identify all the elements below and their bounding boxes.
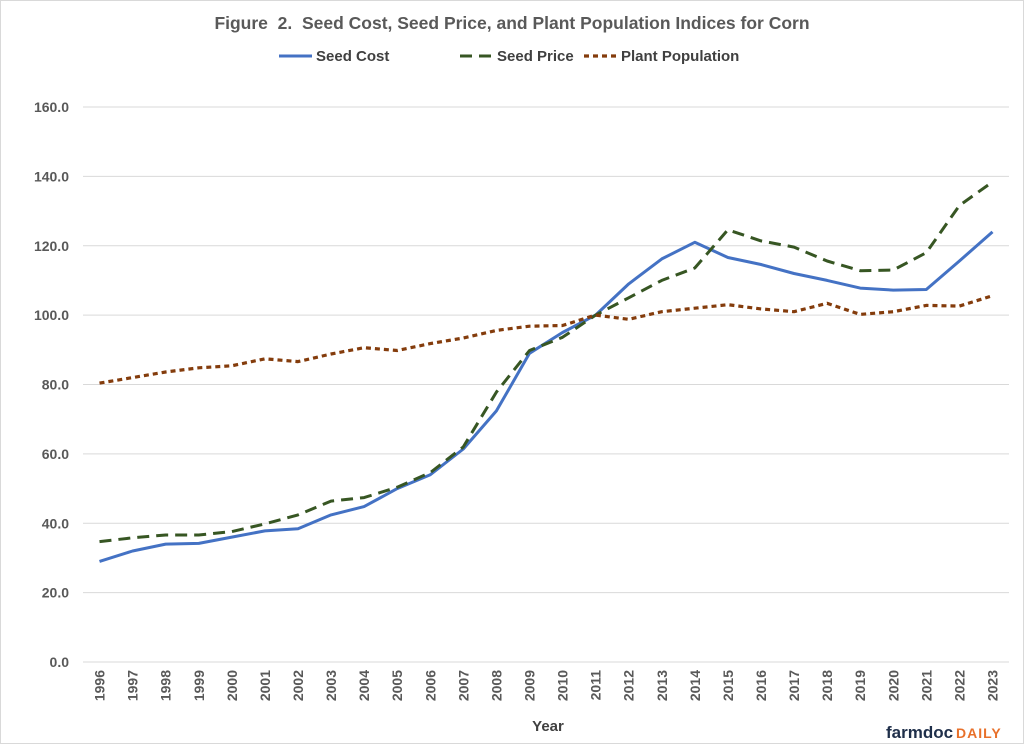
logo-text-farmdoc: farmdoc [886, 723, 953, 742]
x-tick-label: 2000 [224, 670, 240, 701]
x-tick-label: 2008 [488, 670, 504, 701]
x-tick-label: 2019 [852, 670, 868, 701]
legend-label-seed-cost: Seed Cost [316, 48, 389, 65]
x-tick-label: 2009 [521, 670, 537, 701]
y-tick-label: 120.0 [34, 238, 69, 254]
y-tick-label: 80.0 [42, 377, 69, 393]
logo-text-daily: DAILY [956, 725, 1002, 741]
x-tick-label: 2015 [720, 670, 736, 701]
x-tick-label: 2007 [455, 670, 471, 701]
x-tick-label: 2023 [984, 670, 1000, 701]
y-tick-label: 0.0 [50, 654, 70, 670]
x-tick-label: 2018 [819, 670, 835, 701]
legend-label-seed-price: Seed Price [497, 48, 574, 65]
y-tick-label: 100.0 [34, 307, 69, 323]
x-tick-label: 2004 [356, 670, 372, 701]
x-tick-label: 2011 [588, 670, 604, 701]
x-tick-label: 2010 [555, 670, 571, 701]
x-tick-label: 1996 [92, 670, 108, 701]
x-tick-label: 2013 [654, 670, 670, 701]
x-axis-tick-labels: 1996 1997 1998 1999 2000 2001 2002 2003 2004 2005… [92, 670, 1001, 701]
y-tick-label: 160.0 [34, 99, 69, 115]
x-tick-label: 2002 [290, 670, 306, 701]
x-tick-label: 2005 [389, 670, 405, 701]
x-tick-label: 1998 [158, 670, 174, 701]
x-tick-label: 2014 [687, 670, 703, 701]
x-tick-label: 2001 [257, 670, 273, 701]
y-tick-label: 140.0 [34, 168, 69, 184]
y-tick-label: 20.0 [42, 585, 69, 601]
x-tick-label: 2012 [621, 670, 637, 701]
x-tick-label: 2003 [323, 670, 339, 701]
series-lines [99, 180, 994, 563]
series-line-seed-price [99, 180, 994, 544]
series-line-plant-population [99, 294, 993, 385]
x-tick-label: 2017 [786, 670, 802, 701]
gridlines [83, 106, 1009, 663]
y-tick-label: 60.0 [42, 446, 69, 462]
chart-title: Figure 2. Seed Cost, Seed Price, and Pla… [214, 13, 809, 33]
legend: Seed Cost Seed Price Plant Population [279, 48, 739, 65]
x-tick-label: 2022 [951, 670, 967, 701]
farmdoc-daily-logo: farmdoc DAILY [886, 723, 1002, 742]
x-tick-label: 1999 [191, 670, 207, 701]
legend-label-plant-population: Plant Population [621, 48, 739, 65]
x-tick-label: 1997 [125, 670, 141, 701]
y-tick-label: 40.0 [42, 515, 69, 531]
x-tick-label: 2006 [422, 670, 438, 701]
x-tick-label: 2016 [753, 670, 769, 701]
x-tick-label: 2021 [918, 670, 934, 701]
series-line-seed-cost [99, 230, 994, 563]
x-axis-title: Year [532, 718, 564, 735]
x-tick-label: 2020 [885, 670, 901, 701]
y-axis-tick-labels: 0.0 20.0 40.0 60.0 80.0 100.0 120.0 140.0 160.0 [34, 99, 69, 670]
